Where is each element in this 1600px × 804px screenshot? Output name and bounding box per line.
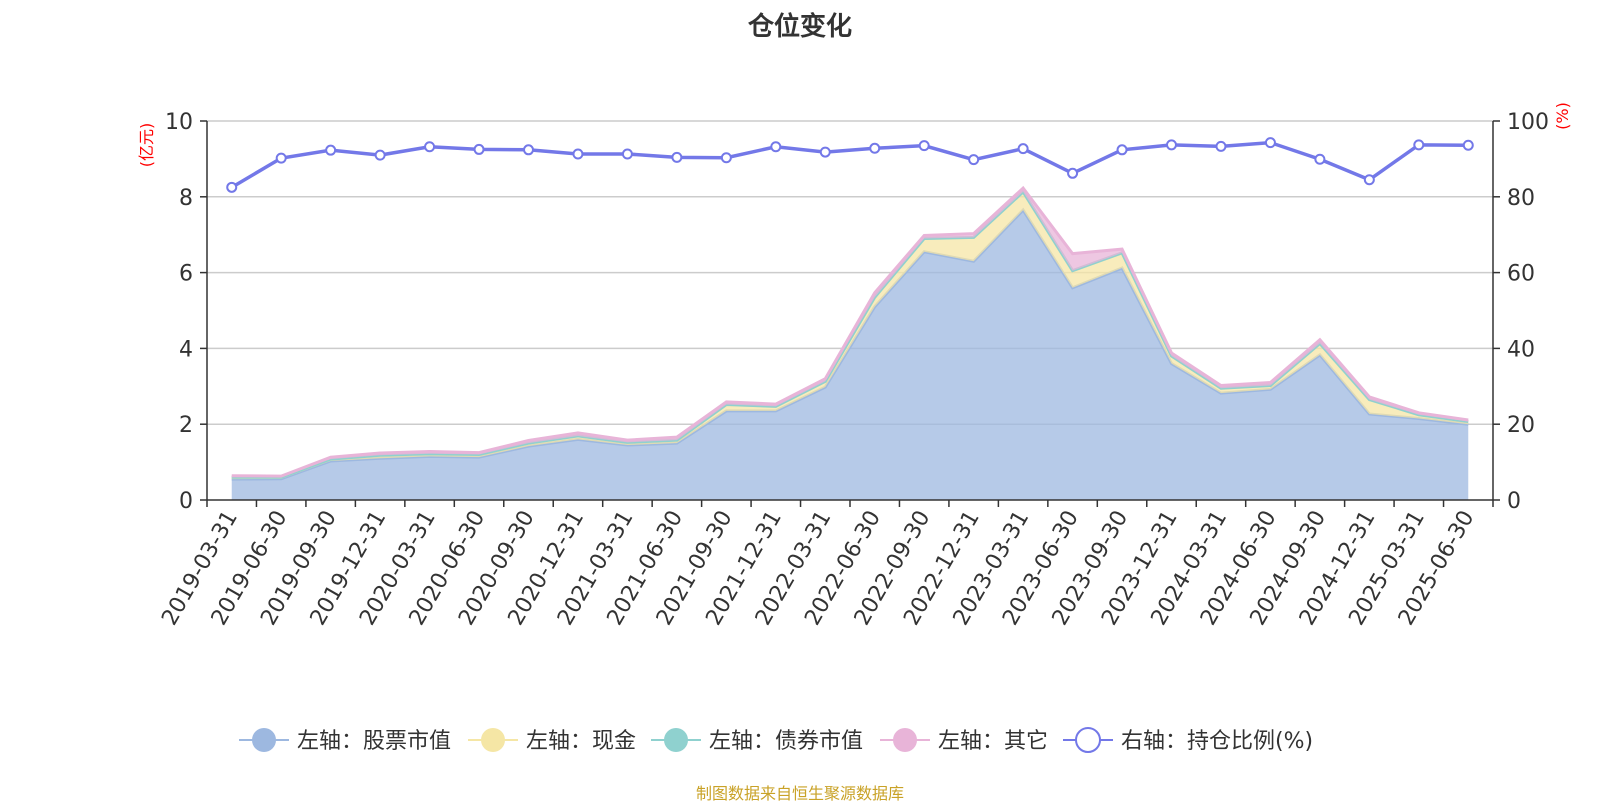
ratio-point [869,142,881,154]
ratio-point [523,144,534,156]
legend-item: 左轴：债券市值 [651,728,863,754]
legend: 左轴：股票市值 左轴：现金 左轴：债券市值 左轴：其它 右轴：持仓比例(%) [239,727,1313,754]
ratio-point [226,181,238,193]
legend-label: 右轴：持仓比例(%) [1121,729,1313,754]
ratio-point [720,152,732,164]
ratio-point [1215,140,1227,152]
ratio-point [770,141,782,153]
ratio-point [1017,143,1029,155]
ratio-point [325,144,337,156]
ratio-point [1462,139,1474,151]
legend-item: 左轴：现金 [468,728,636,754]
area-edge-左轴：其它 [231,185,1469,478]
ratio-point [1116,144,1128,156]
right-tick-label: 0 [1507,489,1521,514]
left-tick-label: 8 [179,186,193,211]
ratio-point [424,141,436,153]
legend-label: 左轴：股票市值 [297,729,451,754]
ratio-point [1413,139,1425,151]
ratio-point [1264,137,1276,149]
area-左轴：股票市值 [231,210,1469,500]
ratio-point [473,143,485,155]
data-source-note: 制图数据来自恒生聚源数据库 [695,784,904,803]
ratio-point [374,149,386,161]
right-tick-label: 60 [1507,262,1535,287]
position-ratio-line [226,137,1474,193]
ratio-point [275,152,287,164]
position-change-chart: 0246810020406080100(亿元)(%)2019-03-312019… [137,102,1572,754]
right-axis-unit-label: (%) [1553,102,1572,130]
legend-marker [252,728,276,752]
left-tick-label: 4 [179,337,193,362]
ratio-point [1363,174,1375,186]
stacked-areas [231,185,1469,500]
legend-marker [481,728,505,752]
left-tick-label: 2 [179,413,193,438]
left-tick-label: 6 [179,262,193,287]
legend-item: 左轴：其它 [880,728,1048,754]
ratio-point [968,154,980,166]
legend-marker [1075,727,1101,753]
ratio-point [671,151,683,163]
right-tick-label: 100 [1507,110,1549,135]
legend-marker [664,728,688,752]
ratio-point [918,140,930,152]
ratio-point [1166,139,1177,151]
legend-label: 左轴：其它 [938,729,1048,754]
left-tick-label: 0 [179,489,193,514]
left-tick-label: 10 [165,110,193,135]
right-tick-label: 80 [1507,186,1535,211]
legend-item: 左轴：股票市值 [239,728,451,754]
legend-label: 左轴：债券市值 [709,729,863,754]
legend-label: 左轴：现金 [526,729,636,754]
legend-marker [893,728,917,752]
chart-title: 仓位变化 [747,12,852,42]
right-tick-label: 40 [1507,337,1535,362]
right-tick-label: 20 [1507,413,1535,438]
ratio-point [819,146,831,158]
ratio-line [230,140,1469,189]
ratio-point [621,148,633,160]
left-axis-unit-label: (亿元) [137,123,156,168]
ratio-point [1067,167,1079,179]
ratio-point [572,148,584,160]
legend-item: 右轴：持仓比例(%) [1063,727,1313,754]
ratio-point [1314,153,1326,165]
